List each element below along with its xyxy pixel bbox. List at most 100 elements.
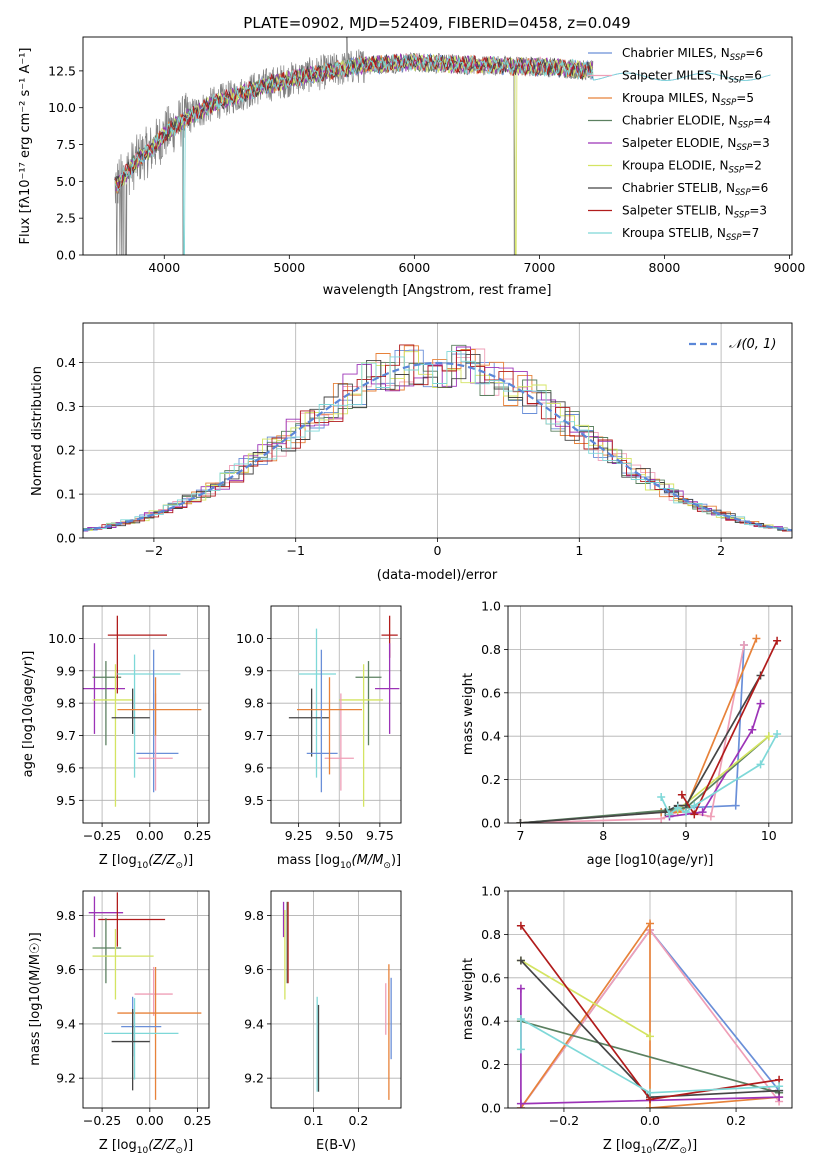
y-tick-label: 9.7 [244,728,264,743]
y-tick-label: 1.0 [481,599,501,614]
x-tick-label: 8000 [649,260,681,275]
y-tick-label: 0.2 [56,443,76,458]
x-axis-label: mass [log10(M/M⊙)] [277,853,401,871]
plot-content [516,919,784,1108]
legend-sub: SSP [730,53,746,63]
x-tick-label: −1 [286,543,304,558]
z-weight-marker [516,1045,525,1054]
axes-frame [270,890,402,1109]
x-axis-label-part: Z [log [99,853,137,868]
axes-frame [507,890,793,1109]
legend-label: Kroupa MILES, N [622,91,721,105]
x-tick-label: 0.25 [184,828,212,843]
x-tick-label: 0.00 [136,828,164,843]
x-tick-label: 9000 [774,260,806,275]
mass-age-point [297,677,362,775]
y-axis-label: mass weight [461,958,476,1040]
legend-entry: Chabrier STELIB, NSSP=6 [622,181,768,198]
y-tick-label: 9.2 [56,1071,76,1086]
y-tick-label: 9.2 [244,1071,264,1086]
y-tick-label: 0.6 [481,970,501,985]
x-axis-label-sub: 10 [641,1146,653,1156]
axes-frame [507,605,793,824]
axes-frame [82,36,793,256]
plot-content [288,615,400,807]
x-tick-label: 7 [516,828,524,843]
y-axis-label: mass weight [461,673,476,755]
z-weight-line-3 [520,920,780,1108]
legend-entry: Salpeter STELIB, NSSP=3 [622,204,767,221]
z-age-point [83,643,125,734]
ebv-mass-panel: 0.1 0.2 9.2 9.4 9.6 9.8 E(B-V) [244,890,402,1153]
z-weight-marker [646,919,654,928]
model-spectrum-8 [115,53,593,191]
axes-frame [82,322,793,539]
x-axis-label-sub: ⊙ [383,861,391,871]
z-mass-point [92,928,154,1000]
x-axis-label-sub: 10 [137,861,149,871]
z-weight-marker [646,1104,654,1108]
legend-entry: Kroupa MILES, NSSP=5 [622,91,754,108]
x-axis-label-part: mass [log [277,853,340,868]
x-axis-label: wavelength [Angstrom, rest frame] [323,283,552,298]
x-tick-label: 7000 [524,260,556,275]
plot-content [516,634,782,823]
legend-nssp: 6 [754,69,762,83]
x-tick-label: 0.00 [136,1113,164,1128]
plot-content [83,344,792,533]
age-weight-marker [773,636,782,645]
y-tick-label: 10.0 [236,631,264,646]
z-weight-marker [516,1099,525,1108]
x-tick-label: 0.0 [640,1113,660,1128]
x-axis-label: Z [log10(Z/Z⊙)] [99,853,193,871]
z-age-point [117,677,202,736]
legend-eq: = [749,204,759,218]
y-tick-label: 0.0 [481,816,501,831]
age-weight-marker [764,732,773,741]
legend-nssp: 5 [746,91,754,105]
legend-nssp: 3 [759,204,767,218]
z-weight-line-6 [520,959,651,1038]
legend-entry: Salpeter MILES, NSSP=6 [622,69,762,86]
x-axis-label-part: Z [log [99,1138,137,1153]
x-axis-label-part: )] [687,1138,697,1153]
x-axis-label-sub: ⊙ [175,1146,183,1156]
x-axis-label: E(B-V) [316,1138,356,1153]
age-weight-marker [677,790,686,799]
z-weight-marker [646,1088,654,1097]
x-tick-label: 8 [599,828,607,843]
legend-nssp: 6 [755,46,763,60]
age-weight-panel: 7 8 9 10 0.0 0.2 0.4 0.6 0.8 1.0 age [log10(age/yr… [461,599,793,868]
y-tick-label: 0.0 [481,1101,501,1116]
legend-nssp: 7 [752,226,760,240]
legend-eq: = [752,136,762,150]
y-tick-label: 0.4 [56,355,76,370]
plot-content [113,37,771,255]
y-tick-label: 0.4 [481,1014,501,1029]
age-weight-marker [690,801,699,810]
y-tick-label: 0.6 [481,685,501,700]
plot-content [282,901,392,1100]
axes-frame [82,890,210,1109]
y-tick-label: 9.6 [244,760,264,775]
x-axis-label-part: )] [391,853,401,868]
x-tick-label: −0.25 [83,828,121,843]
legend-label: Chabrier STELIB, N [622,181,735,195]
legend-sub: SSP [726,233,742,243]
legend-entry: 𝒩(0, 1) [729,337,776,352]
z-weight-marker [775,1082,784,1091]
x-axis-label-part: )] [183,1138,193,1153]
x-tick-label: −0.25 [83,1113,121,1128]
age-weight-marker [657,792,666,801]
legend-label: Kroupa ELODIE, N [622,159,729,173]
z-mass-point [104,998,179,1080]
y-tick-label: 9.8 [56,908,76,923]
legend-sub: SSP [721,98,737,108]
age-weight-line-3 [520,638,758,823]
y-tick-label: 9.8 [244,908,264,923]
age-weight-marker [752,634,761,643]
age-weight-marker [731,801,740,810]
y-tick-label: 1.0 [481,884,501,899]
legend-label: Kroupa STELIB, N [622,226,726,240]
